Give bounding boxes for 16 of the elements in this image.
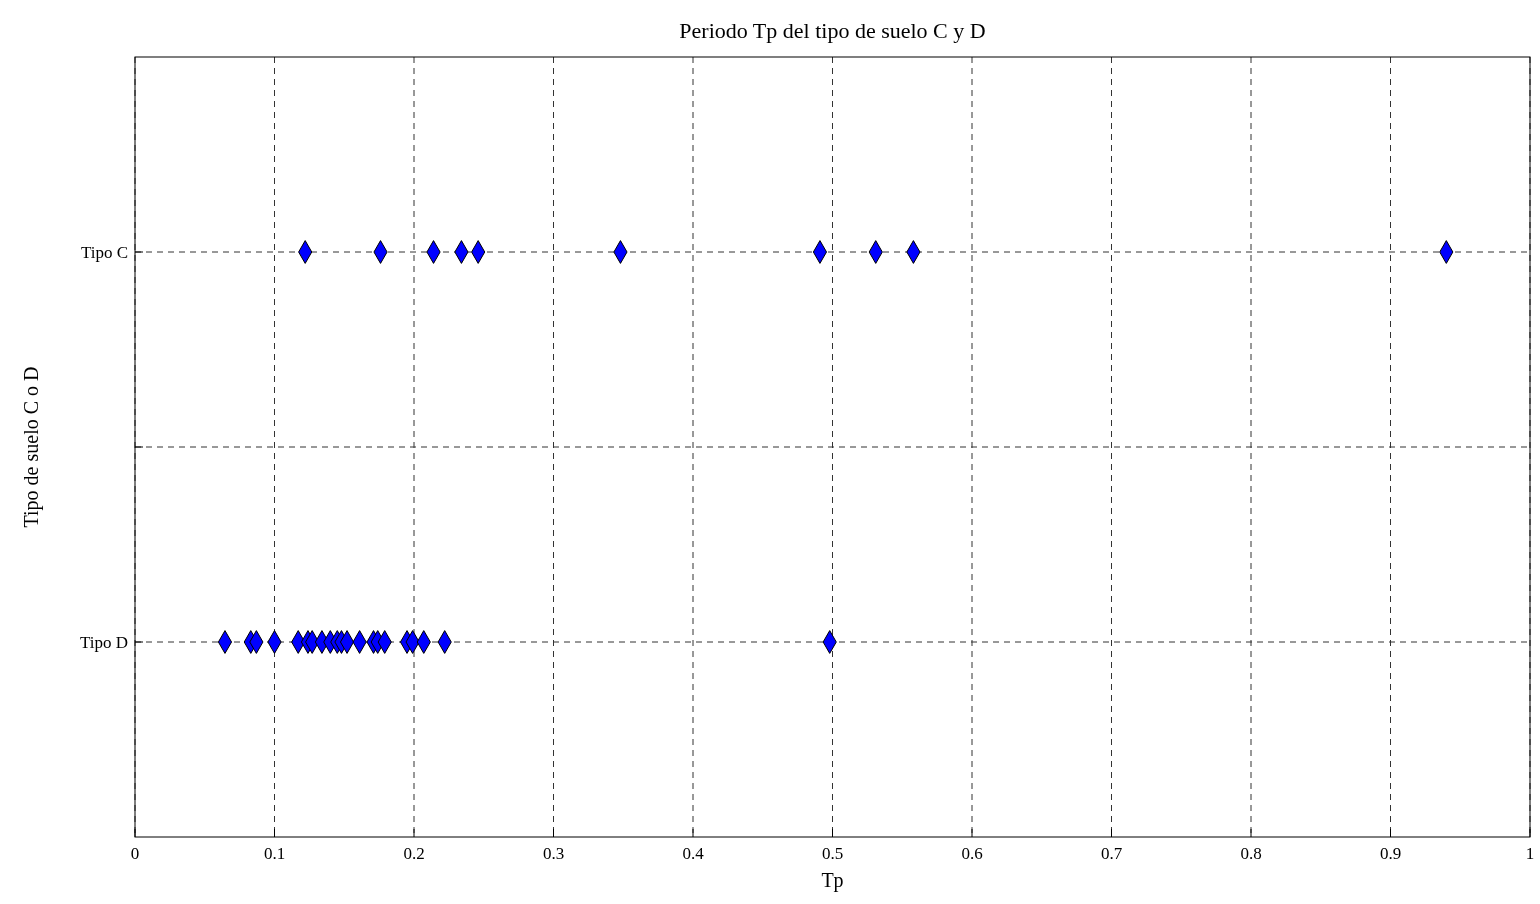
x-tick-label: 0.2 <box>403 844 425 863</box>
x-tick-label: 0.8 <box>1240 844 1262 863</box>
chart-title: Periodo Tp del tipo de suelo C y D <box>679 18 986 43</box>
y-tick-label: Tipo D <box>79 633 128 652</box>
x-tick-label: 0.4 <box>682 844 705 863</box>
y-axis-title: Tipo de suelo C o D <box>20 366 43 528</box>
x-tick-label: 0.7 <box>1100 844 1123 863</box>
x-tick-label: 0.3 <box>542 844 565 863</box>
x-tick-label: 0.9 <box>1379 844 1402 863</box>
x-tick-label: 1 <box>1525 844 1535 863</box>
x-tick-label: 0.5 <box>821 844 844 863</box>
x-tick-label: 0 <box>130 844 140 863</box>
y-tick-label: Tipo C <box>80 243 128 262</box>
x-tick-label: 0.1 <box>263 844 286 863</box>
x-axis-title: Tp <box>821 869 844 892</box>
x-tick-label: 0.6 <box>961 844 983 863</box>
